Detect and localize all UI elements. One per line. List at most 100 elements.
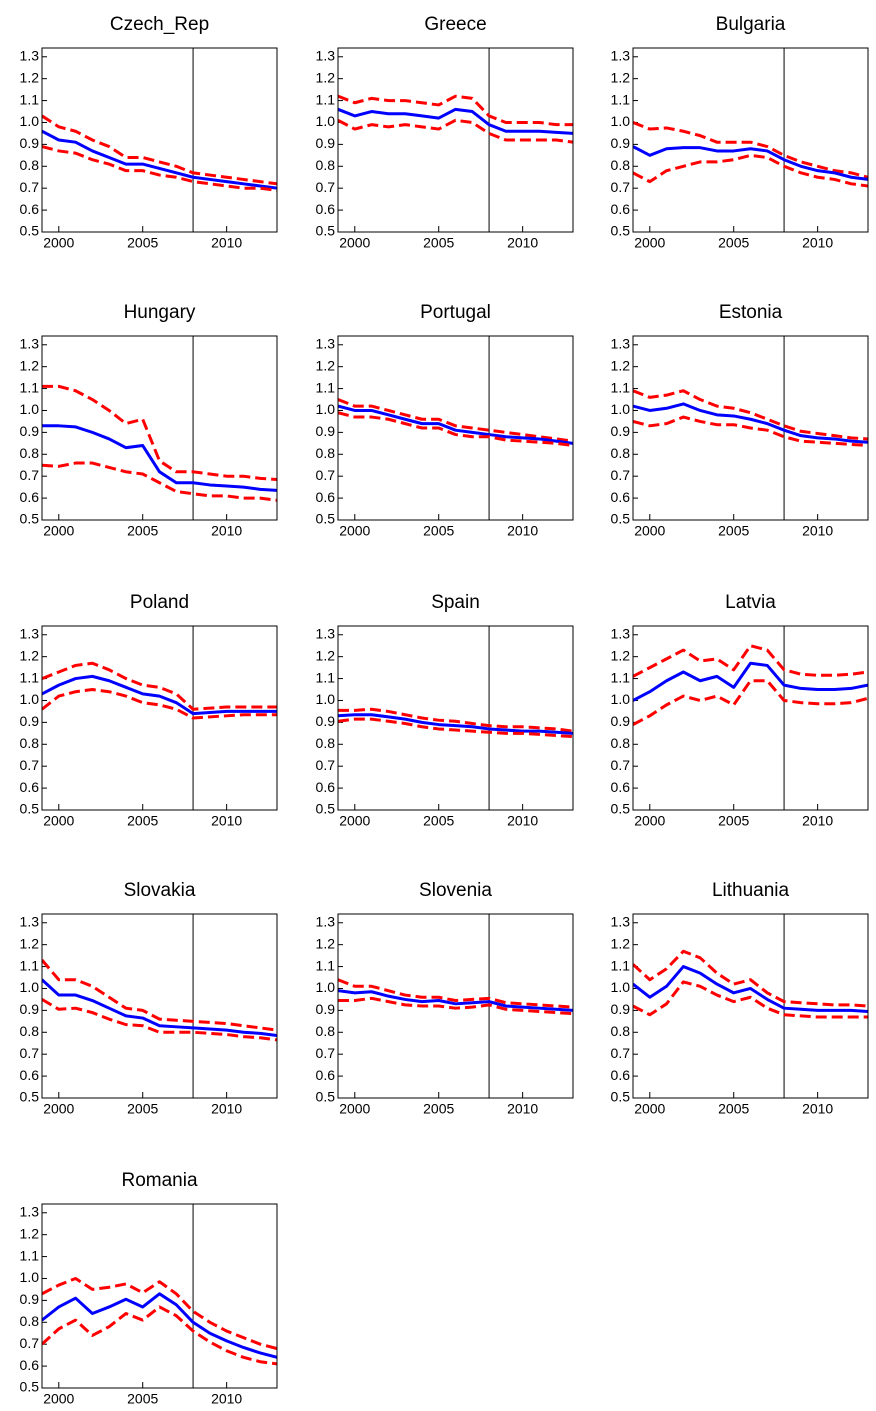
y-tick-label: 1.1: [20, 91, 40, 107]
y-tick-label: 0.7: [316, 757, 336, 773]
y-tick-label: 0.5: [316, 1089, 336, 1105]
y-tick-label: 0.5: [316, 511, 336, 527]
plot-frame: [632, 913, 869, 1099]
band-line: [338, 94, 573, 127]
panel-title: Bulgaria: [716, 14, 786, 35]
band-line: [42, 384, 277, 481]
x-tick-label: 2010: [211, 1391, 242, 1407]
panel: Romania 0.5 0.6 0.7 0.8 0.9 1.0 1.1 1.2 1.3 2000 20…: [20, 1170, 278, 1407]
y-tick-label: 1.0: [611, 979, 631, 995]
y-tick-label: 0.7: [20, 1335, 40, 1351]
y-tick-label: 1.3: [20, 625, 40, 641]
plot-area: [633, 626, 868, 810]
panel-title: Romania: [121, 1170, 197, 1191]
panel: Estonia 0.5 0.6 0.7 0.8 0.9 1.0 1.1 1.2 1.3 2000 20…: [611, 302, 869, 539]
plot-frame: [632, 47, 869, 233]
panel: Portugal 0.5 0.6 0.7 0.8 0.9 1.0 1.1 1.2 1.3 2000 2…: [316, 302, 574, 539]
x-tick-label: 2000: [339, 235, 370, 251]
y-tick-label: 1.1: [611, 669, 631, 685]
y-tick-label: 1.0: [611, 401, 631, 417]
y-tick-label: 1.0: [611, 691, 631, 707]
band-line: [42, 688, 277, 720]
y-tick-label: 1.1: [611, 379, 631, 395]
panel: Poland 0.5 0.6 0.7 0.8 0.9 1.0 1.1 1.2 1.3 2000 200…: [20, 592, 278, 829]
y-tick-label: 0.7: [316, 179, 336, 195]
y-tick-label: 0.8: [20, 157, 40, 173]
panel-title: Czech_Rep: [110, 14, 209, 35]
x-tick-label: 2005: [127, 813, 158, 829]
y-tick-label: 0.7: [611, 1045, 631, 1061]
band-line: [42, 959, 277, 1032]
y-tick-label: 0.9: [20, 135, 40, 151]
y-tick-label: 0.6: [611, 489, 631, 505]
plot-frame: [632, 335, 869, 521]
x-tick-label: 2005: [127, 1391, 158, 1407]
x-tick-label: 2000: [339, 523, 370, 539]
plot-area: [338, 626, 573, 810]
x-tick-label: 2000: [43, 1101, 74, 1117]
y-tick-label: 1.1: [316, 91, 336, 107]
x-tick-label: 2000: [43, 1391, 74, 1407]
y-tick-label: 0.7: [611, 757, 631, 773]
band-line: [338, 707, 573, 733]
y-tick-label: 0.8: [316, 735, 336, 751]
x-tick-label: 2000: [43, 235, 74, 251]
x-tick-label: 2010: [802, 235, 833, 251]
panel: Greece 0.5 0.6 0.7 0.8 0.9 1.0 1.1 1.2 1.3 2000 200…: [316, 14, 574, 251]
y-tick-label: 0.8: [316, 157, 336, 173]
center-line: [633, 661, 868, 702]
y-tick-label: 0.6: [20, 1067, 40, 1083]
band-line: [633, 949, 868, 1008]
y-tick-label: 0.6: [316, 1067, 336, 1083]
y-tick-label: 0.6: [611, 1067, 631, 1083]
y-tick-label: 0.7: [20, 1045, 40, 1061]
y-tick-label: 0.9: [20, 713, 40, 729]
x-tick-label: 2000: [634, 1101, 665, 1117]
y-tick-label: 1.2: [611, 935, 631, 951]
center-line: [42, 424, 277, 492]
center-line: [42, 129, 277, 190]
center-line: [42, 978, 277, 1038]
y-tick-label: 0.9: [316, 423, 336, 439]
y-tick-label: 1.3: [611, 47, 631, 63]
x-tick-label: 2000: [339, 813, 370, 829]
panel: Czech_Rep 0.5 0.6 0.7 0.8 0.9 1.0 1.1 1.2 1.3 2000…: [20, 14, 278, 251]
band-line: [338, 411, 573, 448]
plot-frame: [41, 1203, 278, 1389]
panel-title: Slovakia: [124, 880, 196, 901]
y-tick-label: 0.7: [20, 467, 40, 483]
plot-frame: [632, 625, 869, 811]
y-tick-label: 0.8: [20, 1023, 40, 1039]
y-tick-label: 0.8: [316, 1023, 336, 1039]
x-tick-label: 2010: [211, 523, 242, 539]
y-tick-label: 0.6: [316, 779, 336, 795]
y-tick-label: 0.8: [611, 445, 631, 461]
y-tick-label: 1.2: [20, 1225, 40, 1241]
y-tick-label: 0.5: [20, 1379, 40, 1395]
center-line: [633, 965, 868, 1013]
center-line: [633, 145, 868, 181]
y-tick-label: 0.6: [611, 779, 631, 795]
x-tick-label: 2005: [423, 1101, 454, 1117]
x-tick-label: 2005: [423, 813, 454, 829]
y-tick-label: 1.0: [20, 113, 40, 129]
y-tick-label: 0.5: [611, 801, 631, 817]
x-tick-label: 2010: [211, 1101, 242, 1117]
x-tick-label: 2000: [43, 523, 74, 539]
center-line: [338, 404, 573, 445]
y-tick-label: 0.9: [20, 1291, 40, 1307]
y-tick-label: 1.0: [611, 113, 631, 129]
plot-area: [633, 336, 868, 520]
plot-frame: [337, 335, 574, 521]
band-line: [42, 114, 277, 186]
x-tick-label: 2000: [634, 523, 665, 539]
y-tick-label: 0.6: [20, 201, 40, 217]
y-tick-label: 0.7: [316, 467, 336, 483]
y-tick-label: 0.7: [316, 1045, 336, 1061]
y-tick-label: 0.8: [20, 735, 40, 751]
y-tick-label: 0.8: [611, 735, 631, 751]
y-tick-label: 1.2: [316, 69, 336, 85]
y-tick-label: 1.3: [20, 335, 40, 351]
